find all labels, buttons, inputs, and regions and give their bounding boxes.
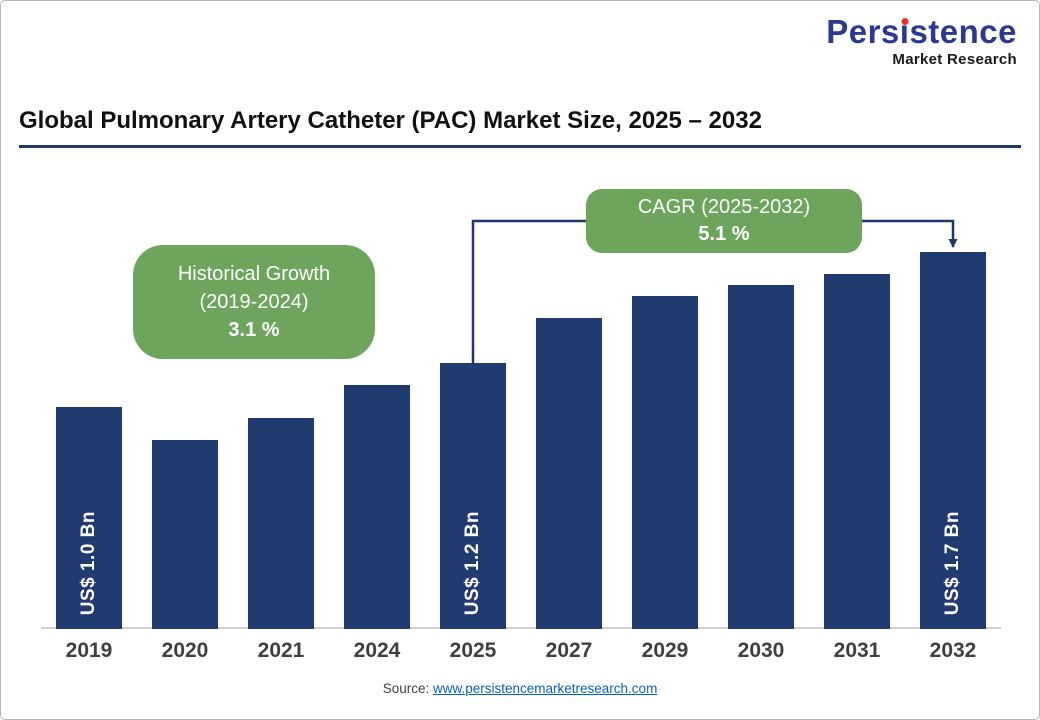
chart-title: Global Pulmonary Artery Catheter (PAC) M… (19, 107, 762, 134)
bar-2029 (632, 296, 698, 629)
logo-letter-i: ı (899, 13, 910, 50)
source-label: Source: (382, 681, 430, 696)
historical-growth-line2: (2019-2024) (199, 291, 309, 313)
x-axis-label-2029: 2029 (641, 639, 689, 662)
bar-2030 (728, 285, 794, 629)
bar-2024 (344, 385, 410, 629)
cagr-value: 5.1 % (698, 223, 750, 245)
historical-growth-line1: Historical Growth (177, 263, 331, 285)
logo-subtitle: Market Research (892, 50, 1017, 68)
historical-growth-value: 3.1 % (228, 319, 280, 341)
x-axis-labels: 2019 2020 2021 2024 2025 2027 2029 2030 2031 2032 (41, 639, 1001, 663)
x-axis-label-2020: 2020 (161, 639, 209, 662)
source: Source: www.persistencemarketresearch.co… (1, 681, 1039, 696)
historical-growth-callout: Historical Growth (2019-2024) 3.1 % (133, 245, 375, 359)
bar-value-label-2019: US$ 1.0 Bn (78, 510, 99, 615)
cagr-callout: CAGR (2025-2032) 5.1 % (586, 189, 862, 253)
bar-2021 (248, 418, 314, 629)
bar-2032: US$ 1.7 Bn (920, 252, 986, 629)
bar-column-2027 (521, 161, 617, 629)
logo-i-dot (901, 18, 909, 25)
bar-2019: US$ 1.0 Bn (56, 407, 122, 629)
logo-brand-post: stence (909, 13, 1017, 50)
x-axis-label-2031: 2031 (833, 639, 881, 662)
bar-column-2025: US$ 1.2 Bn (425, 161, 521, 629)
bar-column-2021 (233, 161, 329, 629)
bar-2025: US$ 1.2 Bn (440, 363, 506, 629)
x-axis-label-2021: 2021 (257, 639, 305, 662)
x-axis-label-2032: 2032 (929, 639, 977, 662)
bar-column-2019: US$ 1.0 Bn (41, 161, 137, 629)
bar-column-2020 (137, 161, 233, 629)
x-axis-label-2025: 2025 (449, 639, 497, 662)
bar-value-label-2025: US$ 1.2 Bn (462, 510, 483, 615)
bar-2027 (536, 318, 602, 629)
bar-column-2032: US$ 1.7 Bn (905, 161, 1001, 629)
logo-brand-pre: Pers (826, 13, 900, 50)
x-axis-label-2030: 2030 (737, 639, 785, 662)
logo: Persı stence Market Research (826, 13, 1017, 68)
bar-column-2024 (329, 161, 425, 629)
source-link[interactable]: www.persistencemarketresearch.com (432, 681, 658, 696)
bar-2031 (824, 274, 890, 629)
x-axis-label-2019: 2019 (65, 639, 113, 662)
x-axis-line (41, 627, 1001, 629)
x-axis-label-2024: 2024 (353, 639, 401, 662)
bar-chart: US$ 1.0 Bn US$ 1.2 Bn US$ 1.7 Bn Historica… (1, 161, 1039, 629)
cagr-line1: CAGR (2025-2032) (637, 196, 811, 218)
logo-brand: Persı stence (826, 13, 1017, 50)
title-underline (19, 145, 1021, 148)
bar-2020 (152, 440, 218, 629)
x-axis-label-2027: 2027 (545, 639, 593, 662)
bar-value-label-2032: US$ 1.7 Bn (942, 510, 963, 615)
logo-letter-i-stem: ı (899, 13, 910, 50)
